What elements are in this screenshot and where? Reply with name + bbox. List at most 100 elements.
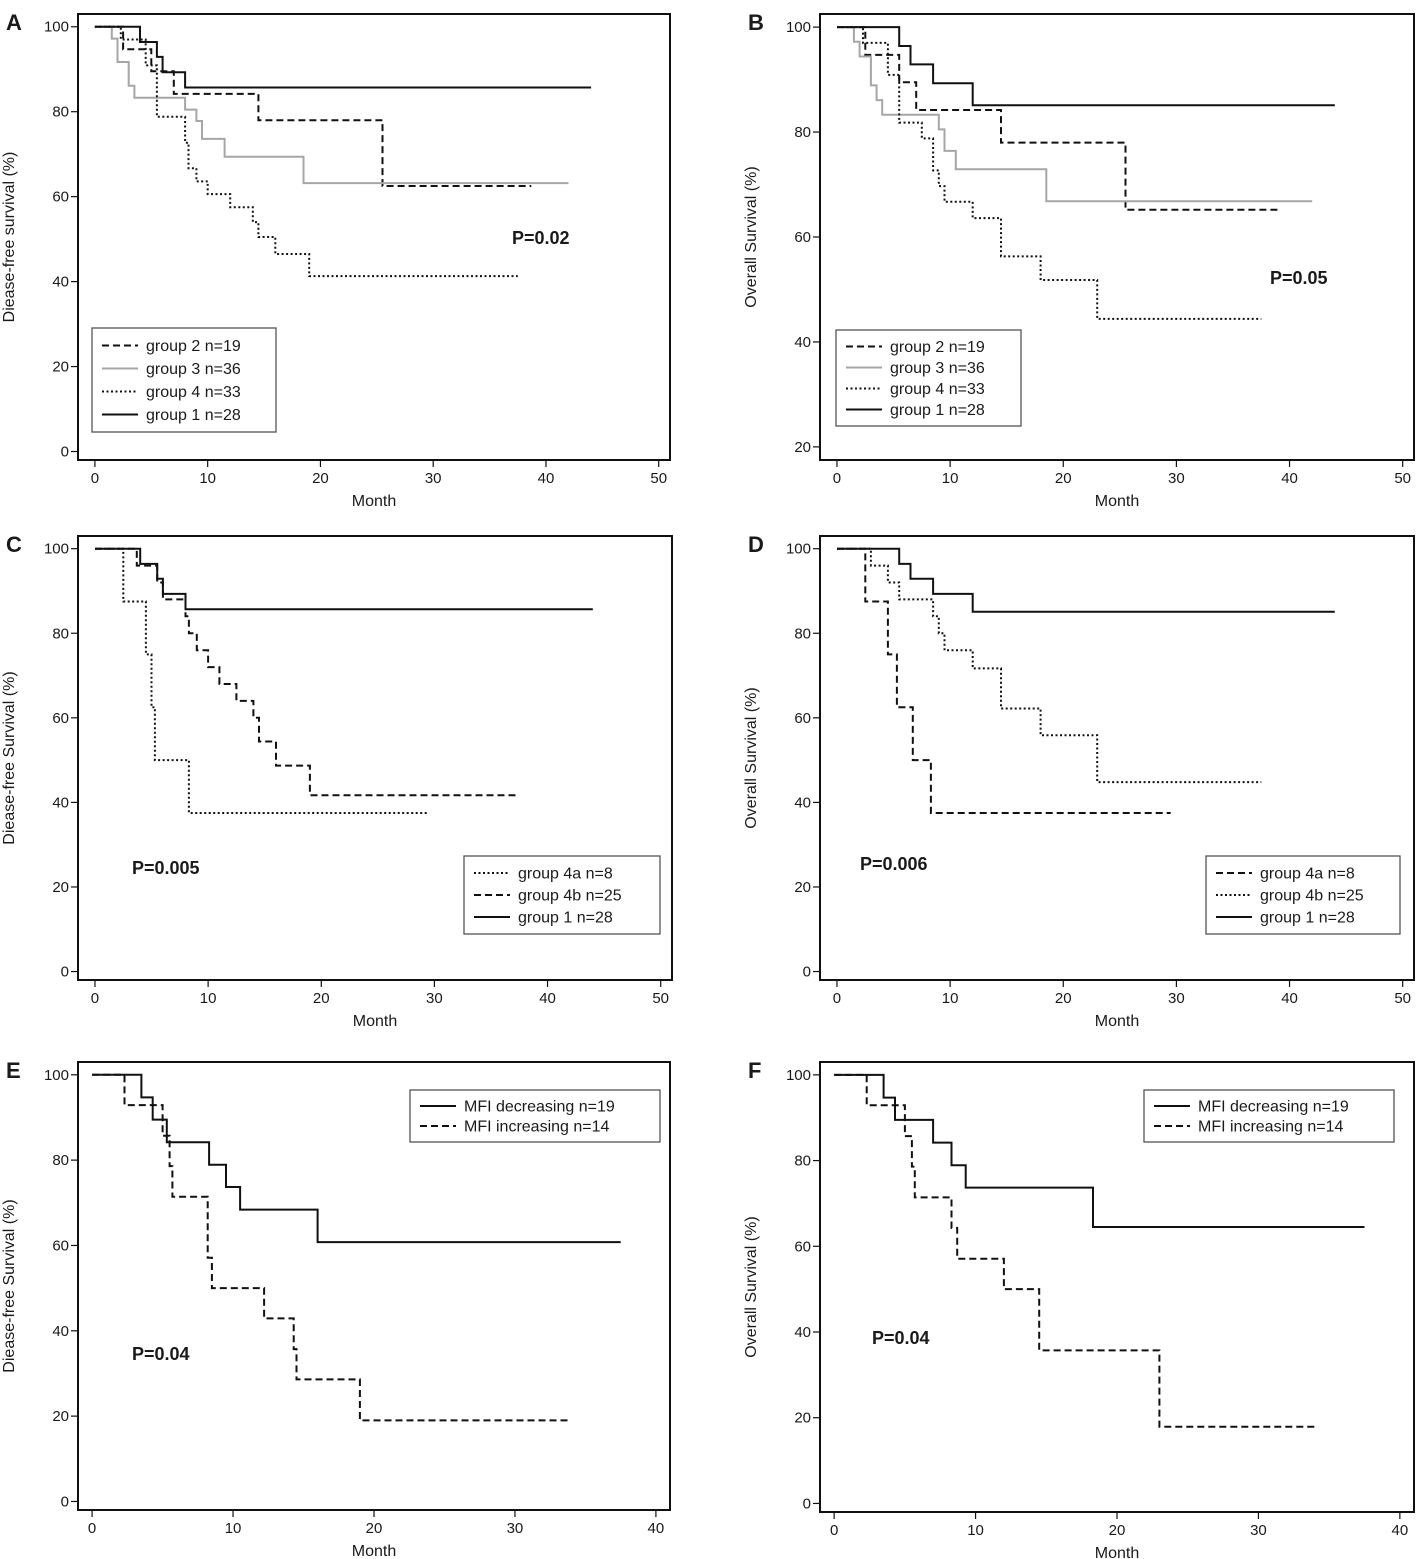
x-tick-label-f: 30 [1250,1522,1267,1539]
plot-frame-a [77,13,671,461]
survival-curve-b-1 [837,26,1279,211]
survival-curve-d-2 [837,547,1262,784]
x-tick-label-e: 0 [88,1520,96,1537]
y-axis-title-b: Overall Survival (%) [743,166,760,307]
legend-label-d: group 4a n=8 [1260,866,1355,883]
y-axis-title-a: Diease-free survival (%) [1,152,18,323]
survival-curve-a-1 [94,25,532,187]
survival-curve-c-1 [95,547,429,814]
p-value-c: P=0.005 [132,858,200,878]
y-tick-label-f: 100 [786,1067,811,1084]
y-tick-label-f: 20 [794,1410,811,1427]
legend-label-e: MFI decreasing n=19 [464,1099,615,1116]
x-tick-label-d: 10 [942,990,959,1007]
survival-curve-b-4 [837,26,1335,107]
legend-label-a: group 1 n=28 [146,407,241,424]
legend-label-b: group 1 n=28 [890,402,985,419]
p-value-f: P=0.04 [872,1328,930,1348]
panel-c: C 0 10 20 30 40 50 0 20 40 60 80 100 Month Diease-free… [1,532,673,1030]
legend-box-d [1205,855,1401,935]
y-tick-label-b: 80 [794,124,811,141]
legend-label-d: group 4b n=25 [1260,888,1364,905]
x-tick-label-c: 20 [313,990,330,1007]
legend-a: group 2 n=19 group 3 n=36 group 4 n=33 grou… [91,327,277,433]
legend-f: MFI decreasing n=19 MFI increasing n=14 [1143,1089,1395,1143]
survival-curve-e-2 [92,1073,572,1422]
x-tick-label-e: 10 [225,1520,242,1537]
panel-b: B 0 10 20 30 40 50 20 40 60 80 100 Month Overall Surv… [743,10,1415,510]
legend-label-a: group 2 n=19 [146,338,241,355]
y-tick-label-b: 40 [794,334,811,351]
survival-curve-c-3 [95,547,593,611]
y-tick-label-a: 20 [52,359,69,376]
survival-curve-a-4 [94,25,592,89]
legend-label-e: MFI increasing n=14 [464,1119,610,1136]
y-tick-label-b: 20 [794,439,811,456]
panel-letter-b: B [748,10,764,35]
panel-letter-e: E [6,1058,21,1083]
survival-curve-a-3 [94,25,518,278]
x-tick-label-b: 50 [1394,470,1411,487]
panel-letter-a: A [6,10,22,35]
y-tick-label-a: 0 [61,444,69,461]
x-tick-label-d: 20 [1055,990,1072,1007]
y-tick-label-c: 100 [44,541,69,558]
survival-curve-d-3 [837,547,1335,613]
panel-f: F 0 10 20 30 40 0 20 40 60 80 100 Month Overall Survi… [743,1058,1415,1559]
survival-curve-a-2 [94,25,569,185]
y-tick-label-c: 60 [52,710,69,727]
x-tick-label-a: 20 [312,470,329,487]
x-tick-label-c: 0 [91,990,99,1007]
legend-box-f [1143,1089,1395,1143]
y-tick-label-a: 100 [44,19,69,36]
y-tick-label-c: 20 [52,879,69,896]
y-tick-label-f: 60 [794,1238,811,1255]
y-tick-label-c: 0 [61,964,69,981]
legend-label-b: group 3 n=36 [890,360,985,377]
panel-a: A 0 10 20 30 40 50 0 20 40 60 80 100 Month Diease-free… [1,10,671,510]
y-tick-label-e: 100 [44,1067,69,1084]
y-tick-label-d: 40 [794,794,811,811]
panel-letter-f: F [748,1058,761,1083]
x-tick-label-d: 50 [1394,990,1411,1007]
y-tick-label-e: 20 [52,1408,69,1425]
y-axis-title-f: Overall Survival (%) [743,1216,760,1357]
x-tick-label-d: 40 [1281,990,1298,1007]
x-tick-label-f: 10 [967,1522,984,1539]
legend-e: MFI decreasing n=19 MFI increasing n=14 [409,1089,661,1143]
legend-label-c: group 1 n=28 [518,910,613,927]
x-tick-label-c: 30 [426,990,443,1007]
plot-frame-d [819,535,1415,981]
legend-b: group 2 n=19 group 3 n=36 group 4 n=33 grou… [835,329,1022,427]
legend-label-d: group 1 n=28 [1260,910,1355,927]
legend-label-f: MFI decreasing n=19 [1198,1099,1349,1116]
x-tick-label-c: 10 [200,990,217,1007]
legend-box-e [409,1089,661,1143]
x-tick-label-a: 0 [91,470,99,487]
x-axis-title-a: Month [352,493,396,510]
x-tick-label-b: 20 [1055,470,1072,487]
x-axis-title-d: Month [1095,1013,1139,1030]
y-tick-label-d: 20 [794,879,811,896]
p-value-e: P=0.04 [132,1344,190,1364]
survival-curve-c-2 [95,547,517,797]
y-tick-label-f: 40 [794,1324,811,1341]
y-axis-title-e: Diease-free Survival (%) [1,1199,18,1372]
x-tick-label-f: 0 [830,1522,838,1539]
y-tick-label-d: 0 [803,964,811,981]
x-axis-title-f: Month [1095,1545,1139,1559]
legend-c: group 4a n=8 group 4b n=25 group 1 n=28 [463,855,661,935]
x-tick-label-e: 20 [366,1520,383,1537]
y-tick-label-a: 80 [52,104,69,121]
legend-label-f: MFI increasing n=14 [1198,1119,1344,1136]
x-tick-label-a: 40 [538,470,555,487]
x-tick-label-c: 50 [652,990,669,1007]
x-tick-label-d: 30 [1168,990,1185,1007]
p-value-a: P=0.02 [512,228,570,248]
x-tick-label-f: 40 [1392,1522,1409,1539]
legend-label-a: group 3 n=36 [146,361,241,378]
x-tick-label-a: 10 [199,470,216,487]
panel-letter-d: D [748,532,764,557]
